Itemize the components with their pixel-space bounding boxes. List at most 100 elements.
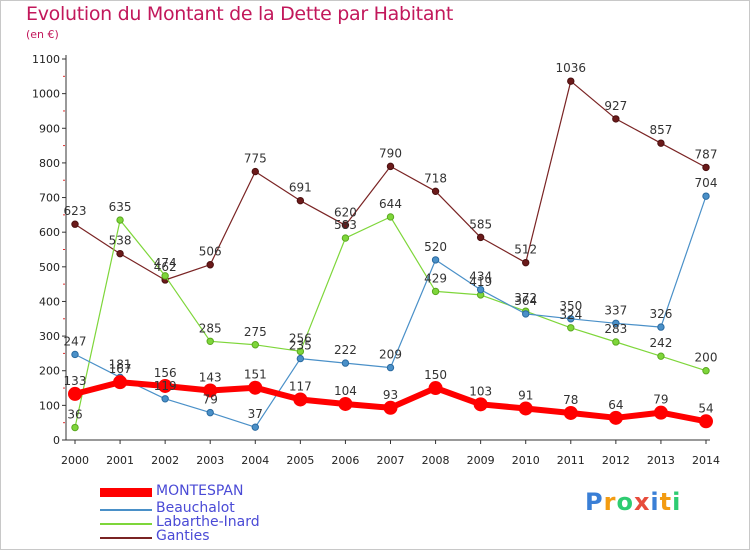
data-point-labarthe-inard — [116, 216, 124, 224]
data-point-montespan — [473, 397, 488, 412]
data-label-beauchalot: 222 — [334, 343, 357, 357]
data-point-beauchalot — [161, 395, 169, 403]
data-label-labarthe-inard: 635 — [109, 200, 132, 214]
data-label-labarthe-inard: 275 — [244, 325, 267, 339]
data-point-montespan — [608, 410, 623, 425]
data-point-ganties — [657, 139, 665, 147]
data-point-labarthe-inard — [71, 423, 79, 432]
legend-swatch — [100, 537, 152, 539]
x-tick-label: 2004 — [241, 454, 269, 467]
data-point-montespan — [248, 380, 263, 395]
data-label-labarthe-inard: 419 — [469, 275, 492, 289]
data-point-beauchalot — [431, 256, 440, 264]
x-tick-label: 2010 — [512, 454, 540, 467]
data-label-labarthe-inard: 429 — [424, 271, 447, 285]
data-label-labarthe-inard: 324 — [559, 308, 582, 322]
y-tick-label: 200 — [39, 365, 60, 378]
data-point-beauchalot — [71, 350, 79, 359]
data-point-ganties — [251, 167, 259, 176]
data-point-labarthe-inard — [567, 324, 575, 332]
data-label-ganties: 775 — [244, 152, 267, 166]
data-label-labarthe-inard: 644 — [379, 197, 402, 211]
data-point-labarthe-inard — [657, 352, 665, 360]
y-tick-label: 400 — [39, 295, 60, 308]
data-point-montespan — [203, 383, 218, 398]
data-point-montespan — [113, 375, 128, 390]
data-label-montespan: 78 — [563, 393, 578, 407]
data-label-beauchalot: 704 — [695, 176, 718, 190]
data-label-ganties: 857 — [649, 123, 672, 137]
data-point-labarthe-inard — [206, 337, 214, 345]
data-label-ganties: 927 — [604, 99, 627, 113]
data-point-ganties — [71, 220, 79, 228]
data-label-labarthe-inard: 242 — [649, 336, 672, 350]
x-tick-label: 2005 — [286, 454, 314, 467]
y-tick-label: 1100 — [32, 53, 60, 66]
data-point-beauchalot — [296, 354, 305, 363]
data-label-montespan: 143 — [199, 370, 222, 384]
legend-label: MONTESPAN — [156, 483, 244, 499]
logo-letter: o — [616, 488, 634, 516]
data-point-labarthe-inard — [431, 287, 440, 296]
y-tick-label: 900 — [39, 122, 60, 135]
data-label-beauchalot: 350 — [559, 299, 582, 313]
data-label-labarthe-inard: 283 — [604, 322, 627, 336]
x-tick-label: 2000 — [61, 454, 89, 467]
data-label-ganties: 790 — [379, 146, 402, 160]
logo-letter: r — [603, 488, 617, 516]
data-point-beauchalot — [206, 408, 214, 417]
legend-label: Ganties — [156, 528, 210, 544]
data-point-beauchalot — [612, 319, 620, 327]
data-label-beauchalot: 364 — [514, 294, 537, 308]
x-tick-label: 2011 — [557, 454, 585, 467]
data-point-ganties — [296, 196, 305, 205]
data-point-ganties — [476, 233, 485, 242]
data-label-beauchalot: 337 — [604, 303, 627, 317]
data-label-labarthe-inard: 200 — [695, 351, 718, 365]
data-label-beauchalot: 520 — [424, 240, 447, 254]
data-label-montespan: 79 — [653, 393, 668, 407]
x-tick-label: 2008 — [422, 454, 450, 467]
data-label-labarthe-inard: 583 — [334, 218, 357, 232]
x-tick-label: 2006 — [331, 454, 359, 467]
data-point-labarthe-inard — [161, 272, 169, 280]
data-point-labarthe-inard — [702, 367, 710, 375]
data-label-montespan: 91 — [518, 388, 533, 402]
data-label-beauchalot: 247 — [64, 334, 87, 348]
x-tick-label: 2002 — [151, 454, 179, 467]
data-point-montespan — [428, 381, 443, 396]
data-label-ganties: 512 — [514, 243, 537, 257]
data-label-beauchalot: 79 — [203, 393, 218, 407]
x-tick-label: 2007 — [377, 454, 405, 467]
data-point-labarthe-inard — [251, 341, 259, 349]
y-tick-label: 1000 — [32, 88, 60, 101]
x-tick-label: 2009 — [467, 454, 495, 467]
logo-letter: i — [672, 488, 682, 516]
data-label-ganties: 787 — [695, 147, 718, 161]
x-tick-label: 2012 — [602, 454, 630, 467]
data-label-labarthe-inard: 256 — [289, 331, 312, 345]
y-tick-label: 300 — [39, 330, 60, 343]
data-label-labarthe-inard: 285 — [199, 321, 222, 335]
data-label-montespan: 156 — [154, 366, 177, 380]
data-label-montespan: 54 — [698, 401, 713, 415]
data-label-labarthe-inard: 36 — [67, 408, 82, 422]
x-tick-label: 2003 — [196, 454, 224, 467]
data-point-ganties — [522, 258, 530, 267]
data-label-montespan: 64 — [608, 398, 623, 412]
y-tick-label: 700 — [39, 192, 60, 205]
x-tick-label: 2001 — [106, 454, 134, 467]
legend-swatch — [100, 488, 152, 497]
y-tick-label: 800 — [39, 157, 60, 170]
data-label-ganties: 1036 — [556, 61, 587, 75]
data-label-ganties: 585 — [469, 217, 492, 231]
data-label-ganties: 623 — [64, 204, 87, 218]
data-label-beauchalot: 181 — [109, 357, 132, 371]
legend-swatch — [100, 523, 152, 525]
data-label-montespan: 133 — [64, 374, 87, 388]
y-tick-label: 100 — [39, 399, 60, 412]
data-label-ganties: 462 — [154, 260, 177, 274]
data-point-montespan — [383, 400, 398, 415]
data-point-beauchalot — [702, 192, 710, 200]
data-label-montespan: 150 — [424, 368, 447, 382]
